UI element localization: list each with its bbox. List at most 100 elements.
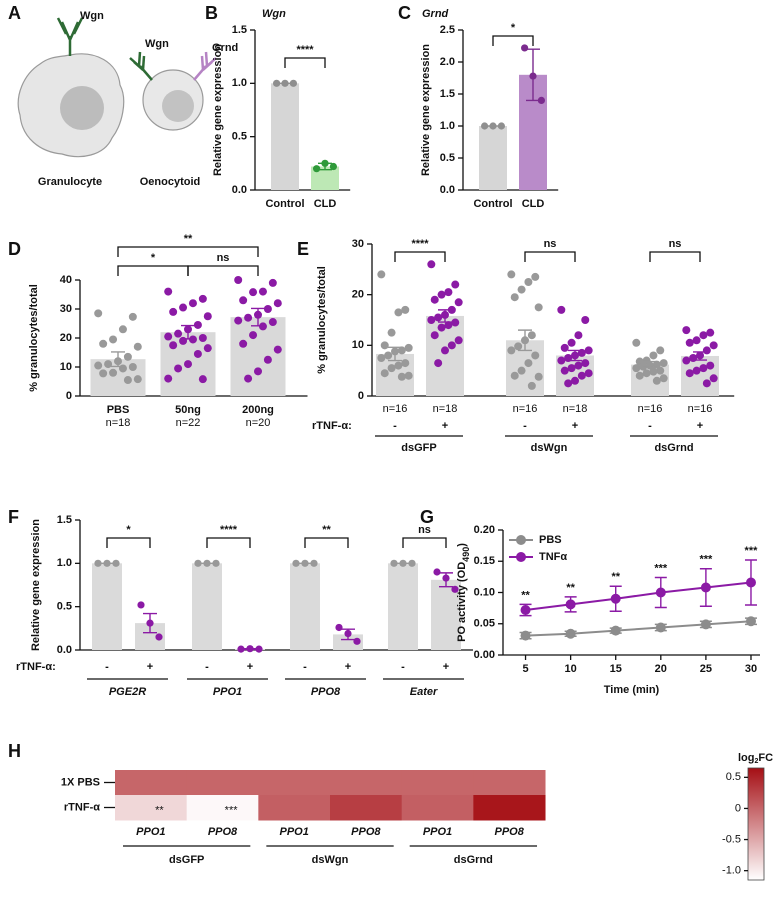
y-tick-label: 40	[60, 274, 72, 286]
x-tick-label: +	[572, 420, 578, 432]
x-axis-label: Time (min)	[604, 684, 660, 696]
column-label: PPO8	[495, 826, 525, 838]
data-point	[353, 637, 361, 645]
data-point	[263, 355, 272, 364]
data-point	[174, 364, 183, 373]
data-point	[557, 305, 566, 314]
oenocytoid-nucleus	[162, 90, 194, 122]
data-point	[244, 374, 253, 383]
data-point	[706, 361, 715, 370]
data-point	[441, 346, 449, 355]
data-point	[198, 334, 207, 342]
data-point	[387, 364, 396, 373]
data-point	[451, 280, 460, 289]
data-point	[268, 318, 277, 327]
data-point	[123, 352, 132, 361]
x-tick-label: 5	[522, 663, 528, 675]
significance-label: ns	[544, 238, 557, 250]
data-point	[109, 335, 118, 344]
series-line	[525, 581, 752, 611]
x-tick-label: -	[205, 661, 209, 673]
data-point	[394, 308, 403, 317]
data-point	[109, 368, 118, 377]
series-line	[525, 620, 752, 637]
data-point	[118, 325, 127, 334]
data-point	[521, 44, 529, 52]
x-tick-label: +	[147, 661, 153, 673]
panel-label: B	[205, 3, 218, 23]
error-bar	[318, 162, 332, 171]
data-point	[273, 299, 282, 308]
error-bar	[438, 309, 452, 323]
x-tick-label: CLD	[522, 198, 545, 210]
data-point	[99, 339, 108, 348]
receptor-label: Wgn	[80, 10, 104, 22]
y-axis-label: % granulocytes/total	[28, 284, 40, 392]
n-label: n=16	[688, 403, 713, 415]
data-point	[639, 362, 648, 371]
error-bar	[568, 349, 582, 362]
significance-bracket	[284, 57, 326, 68]
data-point	[184, 360, 192, 369]
data-point	[560, 366, 569, 375]
data-point	[164, 287, 173, 296]
data-point	[234, 316, 243, 325]
n-label: n=18	[563, 403, 588, 415]
column-label: PPO1	[279, 826, 308, 838]
cell-label: **	[155, 804, 164, 816]
data-point	[212, 559, 220, 567]
data-point	[164, 374, 173, 383]
y-tick-label: 0.0	[57, 644, 72, 656]
y-tick-label: 1.0	[440, 120, 455, 132]
heatmap-cell	[473, 795, 546, 821]
group-label: PGE2R	[109, 686, 146, 698]
x-tick-label: Control	[265, 198, 304, 210]
data-point	[437, 323, 446, 332]
colorbar-tick-label: 0.5	[726, 771, 741, 783]
data-point	[198, 294, 207, 303]
data-point	[193, 349, 202, 358]
column-label: PPO1	[136, 826, 165, 838]
y-tick-label: 0.5	[440, 152, 455, 164]
data-point	[244, 313, 253, 322]
data-point	[194, 559, 202, 567]
n-label: n=22	[176, 417, 201, 429]
data-point	[133, 375, 142, 384]
significance-label: *	[126, 524, 131, 536]
data-point	[193, 320, 202, 329]
data-point	[577, 371, 586, 380]
colorbar-label-part: 2	[755, 758, 759, 765]
y-tick-label: 1.0	[232, 77, 247, 89]
bar	[290, 563, 320, 650]
y-axis-label: Relative gene expression	[420, 44, 432, 176]
y-tick-label: 0.0	[232, 184, 247, 196]
significance-label: ***	[699, 554, 713, 566]
y-axis-label: % granulocytes/total	[316, 266, 328, 374]
significance-label: **	[322, 524, 331, 536]
panel-label: E	[297, 239, 309, 259]
data-point	[239, 296, 248, 305]
data-point	[273, 345, 282, 354]
data-point	[437, 290, 446, 299]
colorbar-tick-label: -0.5	[722, 833, 741, 845]
legend-label: TNFα	[539, 551, 567, 563]
group-label: dsGrnd	[454, 854, 493, 866]
heatmap-cell	[401, 770, 474, 796]
data-point	[313, 165, 321, 173]
data-point	[329, 162, 337, 171]
data-point	[164, 332, 173, 341]
heatmap-cell	[401, 795, 474, 821]
x-tick-label: -	[401, 661, 405, 673]
group-label: dsGrnd	[654, 442, 693, 454]
data-point	[255, 645, 263, 653]
data-point	[408, 559, 416, 567]
data-point	[387, 328, 396, 337]
data-point	[249, 331, 258, 340]
y-tick-label: 1.5	[57, 514, 72, 526]
y-axis-label: Relative gene expression	[212, 44, 224, 176]
data-point	[188, 299, 197, 308]
data-point	[520, 630, 531, 641]
significance-label: *	[151, 252, 156, 264]
error-bar	[251, 307, 265, 327]
data-point	[394, 361, 403, 370]
